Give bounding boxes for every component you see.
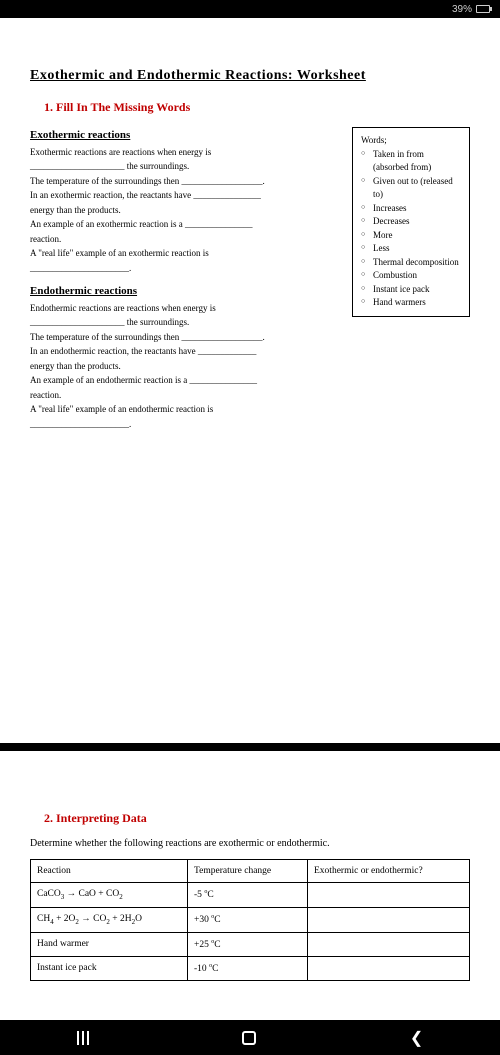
endo-line: energy than the products. <box>30 360 340 374</box>
exo-line: In an exothermic reaction, the reactants… <box>30 189 340 203</box>
recent-apps-button[interactable] <box>77 1031 89 1045</box>
status-bar: 39% <box>0 0 500 18</box>
reaction-table: Reaction Temperature change Exothermic o… <box>30 859 470 981</box>
word-bank-item: Given out to (released to) <box>373 175 461 202</box>
exo-heading: Exothermic reactions <box>30 127 340 144</box>
word-bank-item: More <box>373 229 461 243</box>
word-bank-title: Words; <box>361 134 461 148</box>
table-row: CH4 + 2O2 → CO2 + 2H2O+30 oC <box>31 907 470 932</box>
cell-reaction: Hand warmer <box>31 932 188 956</box>
exo-line: _____________________ the surroundings. <box>30 160 340 174</box>
word-bank-item: Decreases <box>373 215 461 229</box>
android-nav-bar: ❮ <box>0 1020 500 1055</box>
word-bank-item: Hand warmers <box>373 296 461 310</box>
exo-line: Exothermic reactions are reactions when … <box>30 146 340 160</box>
word-bank-item: Combustion <box>373 269 461 283</box>
table-header-row: Reaction Temperature change Exothermic o… <box>31 860 470 883</box>
section-2-intro: Determine whether the following reaction… <box>30 838 470 849</box>
word-bank: Words; Taken in from (absorbed from)Give… <box>352 127 470 317</box>
col-type: Exothermic or endothermic? <box>308 860 470 883</box>
exo-line: The temperature of the surroundings then… <box>30 175 340 189</box>
cell-reaction: Instant ice pack <box>31 956 188 980</box>
table-row: Hand warmer+25 oC <box>31 932 470 956</box>
endo-line: Endothermic reactions are reactions when… <box>30 302 340 316</box>
page-title: Exothermic and Endothermic Reactions: Wo… <box>30 68 470 84</box>
cell-reaction: CH4 + 2O2 → CO2 + 2H2O <box>31 907 188 932</box>
word-bank-list: Taken in from (absorbed from)Given out t… <box>361 148 461 310</box>
cell-temp: +30 oC <box>188 907 308 932</box>
back-button[interactable]: ❮ <box>410 1028 423 1048</box>
exo-line: energy than the products. <box>30 204 340 218</box>
cell-type <box>308 907 470 932</box>
battery-icon <box>476 5 490 13</box>
col-reaction: Reaction <box>31 860 188 883</box>
endo-line: An example of an endothermic reaction is… <box>30 374 340 388</box>
worksheet-page-2: 2. Interpreting Data Determine whether t… <box>0 751 500 1020</box>
word-bank-item: Taken in from (absorbed from) <box>373 148 461 175</box>
cell-type <box>308 932 470 956</box>
word-bank-item: Instant ice pack <box>373 283 461 297</box>
table-row: CaCO3 → CaO + CO2-5 oC <box>31 883 470 908</box>
word-bank-item: Thermal decomposition <box>373 256 461 270</box>
battery-percent: 39% <box>452 4 472 15</box>
word-bank-item: Less <box>373 242 461 256</box>
endo-line: _____________________ the surroundings. <box>30 316 340 330</box>
cell-temp: -5 oC <box>188 883 308 908</box>
endo-line: In an endothermic reaction, the reactant… <box>30 345 340 359</box>
cell-type <box>308 883 470 908</box>
col-temp: Temperature change <box>188 860 308 883</box>
endo-line: The temperature of the surroundings then… <box>30 331 340 345</box>
exo-line: ______________________. <box>30 262 340 276</box>
cell-temp: -10 oC <box>188 956 308 980</box>
exo-line: A "real life" example of an exothermic r… <box>30 247 340 261</box>
fill-in-text: Exothermic reactions Exothermic reaction… <box>30 127 340 432</box>
exo-line: reaction. <box>30 233 340 247</box>
endo-line: ______________________. <box>30 418 340 432</box>
endo-line: reaction. <box>30 389 340 403</box>
word-bank-item: Increases <box>373 202 461 216</box>
page-divider <box>0 743 500 751</box>
section-1-heading: 1. Fill In The Missing Words <box>30 100 470 115</box>
worksheet-page-1: Exothermic and Endothermic Reactions: Wo… <box>0 18 500 743</box>
table-row: Instant ice pack-10 oC <box>31 956 470 980</box>
endo-heading: Endothermic reactions <box>30 283 340 300</box>
section-2-heading: 2. Interpreting Data <box>30 811 470 826</box>
content-row: Exothermic reactions Exothermic reaction… <box>30 127 470 432</box>
cell-type <box>308 956 470 980</box>
home-button[interactable] <box>242 1031 256 1045</box>
cell-reaction: CaCO3 → CaO + CO2 <box>31 883 188 908</box>
endo-line: A "real life" example of an endothermic … <box>30 403 340 417</box>
exo-line: An example of an exothermic reaction is … <box>30 218 340 232</box>
cell-temp: +25 oC <box>188 932 308 956</box>
